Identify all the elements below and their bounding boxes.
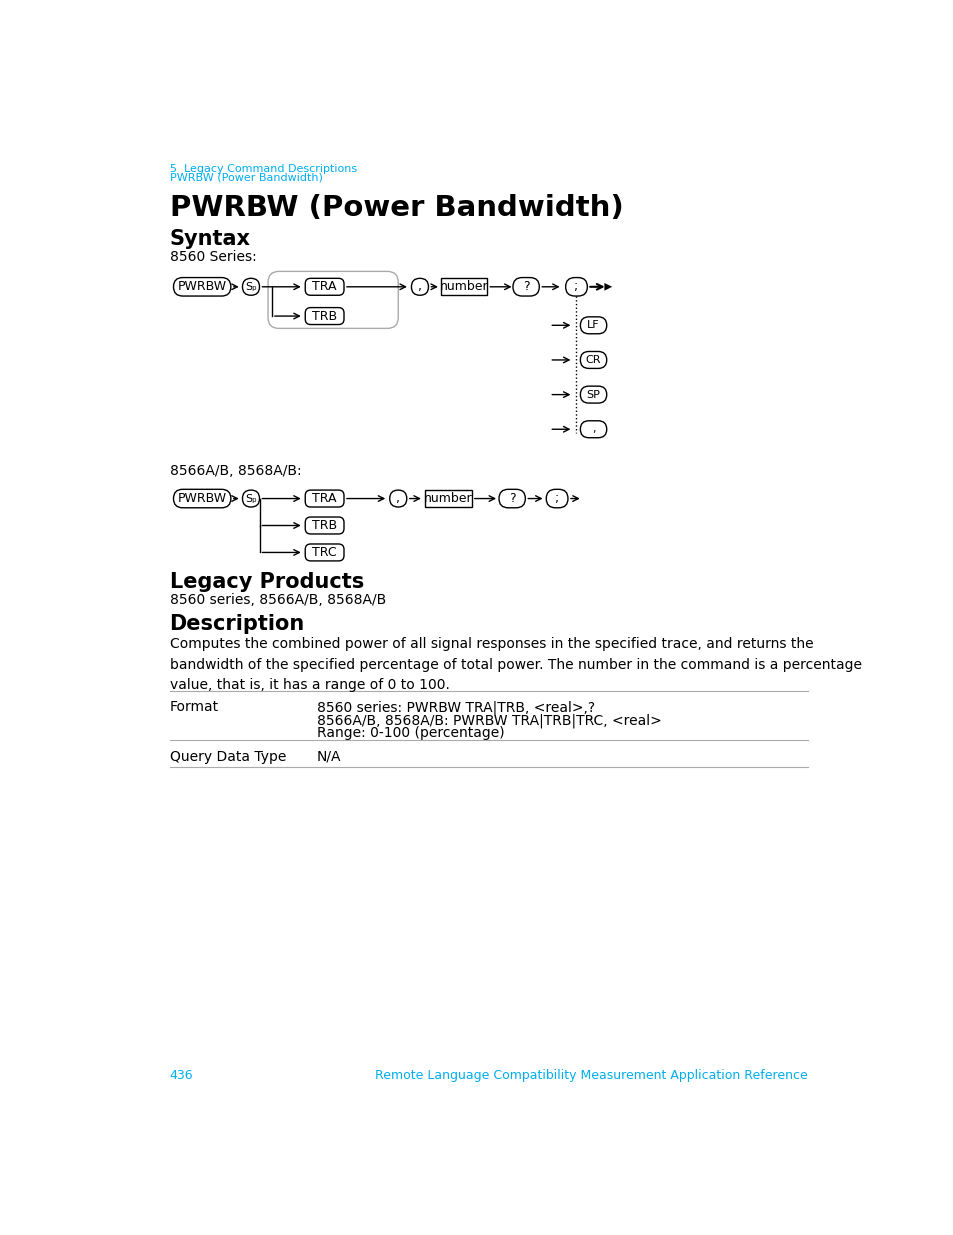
FancyBboxPatch shape: [242, 278, 259, 295]
Text: Computes the combined power of all signal responses in the specified trace, and : Computes the combined power of all signa…: [170, 637, 861, 693]
FancyBboxPatch shape: [513, 278, 538, 296]
Text: PWRBW: PWRBW: [177, 280, 227, 293]
FancyBboxPatch shape: [440, 278, 487, 295]
FancyBboxPatch shape: [242, 490, 259, 508]
Text: ;: ;: [555, 492, 558, 505]
FancyBboxPatch shape: [305, 278, 344, 295]
Text: 436: 436: [170, 1070, 193, 1082]
Text: ,: ,: [417, 280, 421, 293]
Text: ,: ,: [395, 492, 400, 505]
Text: 8560 series, 8566A/B, 8568A/B: 8560 series, 8566A/B, 8568A/B: [170, 593, 385, 608]
Text: PWRBW: PWRBW: [177, 492, 227, 505]
Text: number: number: [439, 280, 488, 293]
Text: PWRBW (Power Bandwidth): PWRBW (Power Bandwidth): [170, 173, 322, 183]
Text: Remote Language Compatibility Measurement Application Reference: Remote Language Compatibility Measuremen…: [375, 1070, 807, 1082]
Text: 8560 Series:: 8560 Series:: [170, 249, 256, 264]
Polygon shape: [604, 283, 612, 290]
Text: Sₚ: Sₚ: [245, 282, 256, 291]
Text: 8566A/B, 8568A/B: PWRBW TRA|TRB|TRC, <real>: 8566A/B, 8568A/B: PWRBW TRA|TRB|TRC, <re…: [316, 714, 661, 727]
FancyBboxPatch shape: [565, 278, 587, 296]
FancyBboxPatch shape: [579, 421, 606, 437]
Text: TRA: TRA: [312, 280, 336, 293]
FancyBboxPatch shape: [173, 278, 231, 296]
FancyBboxPatch shape: [173, 489, 231, 508]
Text: 8566A/B, 8568A/B:: 8566A/B, 8568A/B:: [170, 464, 301, 478]
Text: Query Data Type: Query Data Type: [170, 750, 286, 763]
Text: Sₚ: Sₚ: [245, 494, 256, 504]
Text: TRA: TRA: [312, 492, 336, 505]
Text: 5  Legacy Command Descriptions: 5 Legacy Command Descriptions: [170, 163, 356, 174]
Text: CR: CR: [585, 354, 600, 366]
Text: TRC: TRC: [312, 546, 336, 559]
Text: LF: LF: [587, 320, 599, 330]
Text: ;: ;: [574, 280, 578, 293]
FancyBboxPatch shape: [425, 490, 472, 508]
Text: ,: ,: [591, 425, 595, 435]
Text: ?: ?: [508, 492, 515, 505]
Text: number: number: [424, 492, 473, 505]
FancyBboxPatch shape: [390, 490, 406, 508]
FancyBboxPatch shape: [305, 308, 344, 325]
Text: Legacy Products: Legacy Products: [170, 572, 363, 592]
Text: Range: 0-100 (percentage): Range: 0-100 (percentage): [316, 726, 504, 741]
FancyBboxPatch shape: [411, 278, 428, 295]
FancyBboxPatch shape: [546, 489, 567, 508]
Text: ?: ?: [522, 280, 529, 293]
FancyBboxPatch shape: [498, 489, 525, 508]
FancyBboxPatch shape: [579, 352, 606, 368]
Text: TRB: TRB: [312, 519, 336, 532]
Text: N/A: N/A: [316, 750, 341, 763]
Text: Description: Description: [170, 614, 305, 634]
FancyBboxPatch shape: [305, 543, 344, 561]
FancyBboxPatch shape: [579, 387, 606, 403]
Text: SP: SP: [586, 389, 599, 400]
FancyBboxPatch shape: [305, 490, 344, 508]
Text: 8560 series: PWRBW TRA|TRB, <real>,?: 8560 series: PWRBW TRA|TRB, <real>,?: [316, 700, 595, 715]
Text: Format: Format: [170, 700, 218, 714]
Text: PWRBW (Power Bandwidth): PWRBW (Power Bandwidth): [170, 194, 622, 222]
FancyBboxPatch shape: [579, 317, 606, 333]
Text: Syntax: Syntax: [170, 228, 251, 249]
FancyBboxPatch shape: [305, 517, 344, 534]
Text: TRB: TRB: [312, 310, 336, 322]
